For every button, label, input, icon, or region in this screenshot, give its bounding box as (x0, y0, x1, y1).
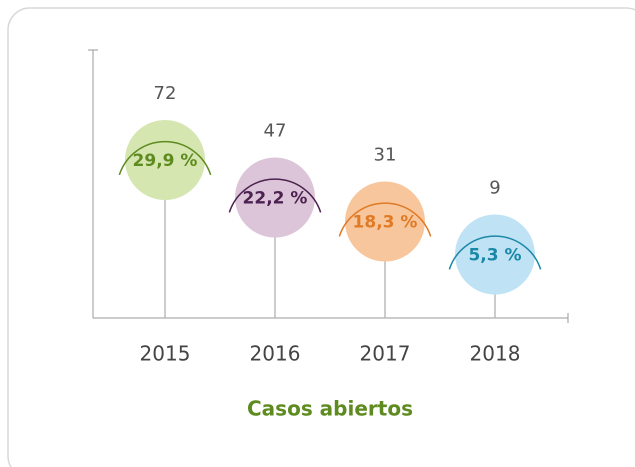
bubble (235, 157, 315, 238)
share-label: 22,2 % (243, 189, 308, 209)
x-tick-label: 2018 (470, 342, 521, 366)
chart-title: Casos abiertos (247, 397, 413, 421)
x-tick-label: 2016 (250, 342, 301, 366)
arc (448, 235, 542, 270)
value-label: 31 (374, 145, 397, 166)
share-label: 18,3 % (353, 213, 418, 233)
share-label: 5,3 % (468, 246, 521, 266)
arc (118, 141, 212, 176)
x-tick-label: 2015 (140, 342, 191, 366)
arc (338, 202, 432, 237)
bubble (345, 181, 425, 262)
share-label: 29,9 % (133, 151, 198, 171)
arc (228, 178, 322, 213)
value-label: 72 (154, 83, 177, 104)
bubble (455, 214, 535, 295)
value-label: 47 (264, 121, 287, 142)
bubble (125, 120, 205, 200)
x-tick-label: 2017 (360, 342, 411, 366)
value-label: 9 (489, 178, 500, 199)
